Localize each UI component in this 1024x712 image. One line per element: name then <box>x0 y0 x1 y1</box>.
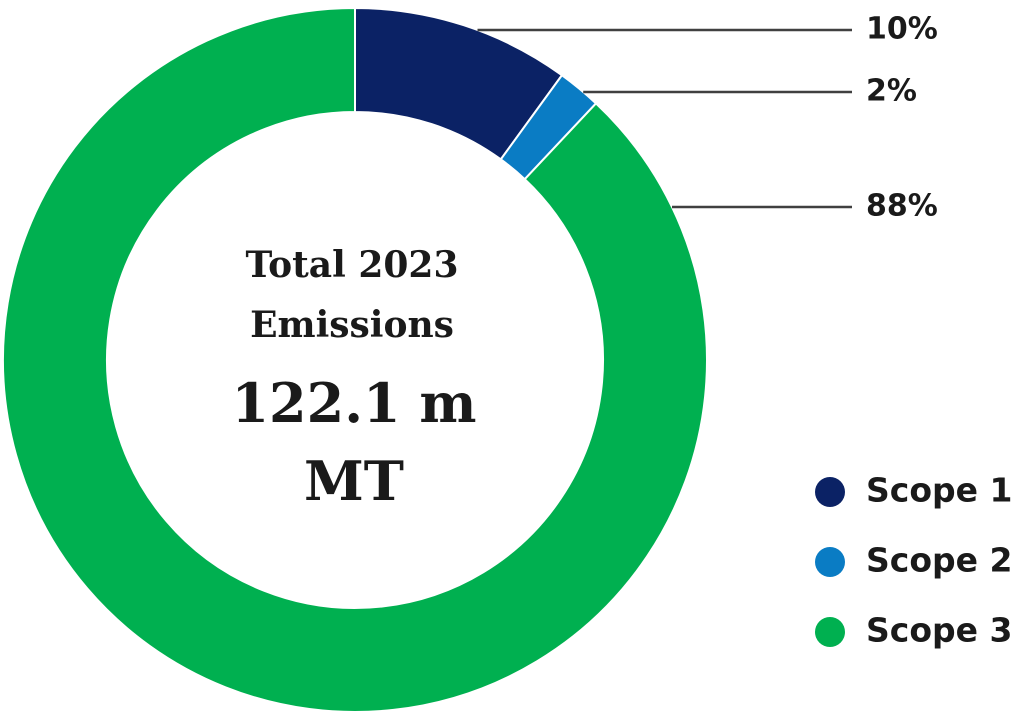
value-label: 2% <box>866 74 917 109</box>
center-value: MT <box>304 449 404 513</box>
legend-label: Scope 1 <box>866 471 1012 510</box>
value-label: 10% <box>866 12 938 47</box>
legend-marker <box>815 477 845 507</box>
legend-label: Scope 3 <box>866 611 1012 650</box>
center-value: 122.1 m <box>231 371 476 435</box>
legend-marker <box>815 617 845 647</box>
center-label: Emissions <box>250 304 454 346</box>
center-label: Total 2023 <box>245 244 458 286</box>
legend-marker <box>815 547 845 577</box>
value-label: 88% <box>866 189 938 224</box>
legend-label: Scope 2 <box>866 541 1012 580</box>
slice <box>2 6 708 712</box>
